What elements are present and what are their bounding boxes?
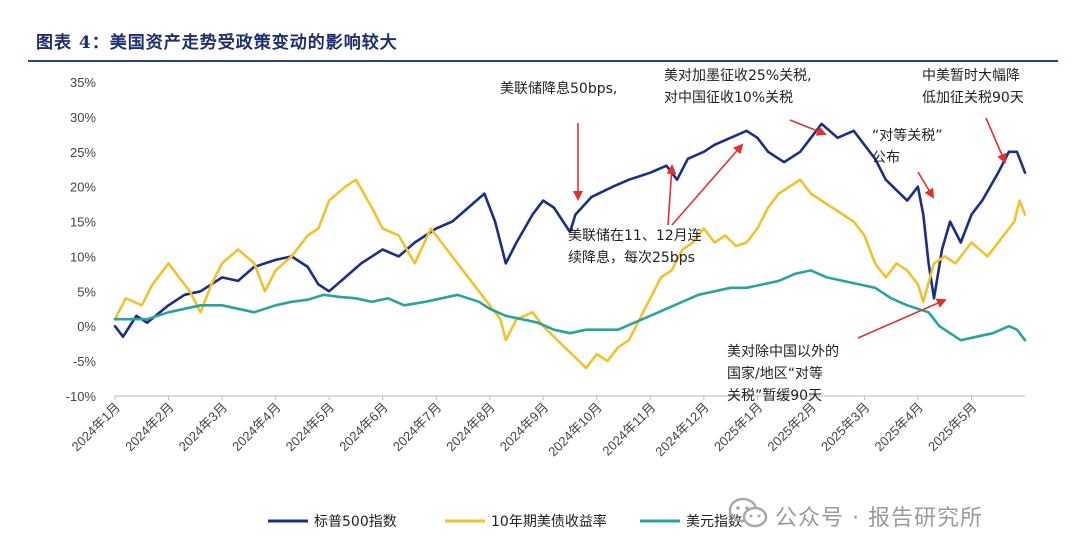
annotation-text: 对中国征收10%关税 — [664, 90, 793, 106]
annotation-text: 续降息，每次25bps — [568, 249, 695, 266]
annotation-arrow — [857, 298, 947, 339]
y-tick-label: 15% — [70, 215, 96, 230]
series-line-2 — [113, 269, 1027, 342]
x-tick-label: 2024年12月 — [652, 400, 712, 460]
annotation-text: 低加征关税90天 — [922, 90, 1024, 106]
annotation-text: 关税”暂缓90天 — [727, 388, 822, 404]
y-tick-label: 20% — [70, 180, 96, 195]
x-tick-label: 2024年6月 — [336, 400, 391, 455]
annotation-text: 中美暂时大幅降 — [922, 68, 1020, 84]
legend-label-2: 美元指数 — [686, 514, 742, 530]
x-tick-label: 2024年11月 — [599, 400, 658, 459]
x-tick-label: 2024年7月 — [390, 400, 445, 455]
legend-label-1: 10年期美债收益率 — [491, 513, 607, 530]
x-tick-label: 2024年9月 — [497, 400, 552, 455]
wechat-icon — [728, 497, 768, 528]
legend: 标普500指数 10年期美债收益率 美元指数 — [268, 513, 742, 530]
x-tick-label: 2024年10月 — [545, 400, 605, 460]
x-tick-label: 2025年4月 — [872, 400, 927, 455]
annotation-text: 国家/地区“对等 — [727, 365, 823, 382]
y-tick-label: 25% — [70, 145, 96, 160]
x-tick-label: 2024年3月 — [176, 400, 231, 455]
x-tick-label: 2024年5月 — [283, 400, 338, 455]
annotation-arrow — [985, 117, 1007, 164]
page-title: 图表 4：美国资产走势受政策变动的影响较大 — [36, 33, 398, 53]
series-line-0 — [113, 122, 1027, 338]
annotation-arrow — [917, 171, 935, 199]
y-tick-label: -10% — [66, 389, 97, 404]
y-axis: -10% -5% 0% 5% 10% 15% 20% 25% 30% 35% — [66, 75, 97, 404]
legend-label-0: 标普500指数 — [314, 514, 397, 530]
x-tick-label: 2025年5月 — [925, 400, 980, 455]
y-tick-label: 35% — [70, 75, 96, 90]
watermark: 公众号 · 报告研究所 — [775, 506, 983, 531]
y-tick-label: 5% — [77, 284, 96, 299]
annotation-text: 美联储降息50bps, — [500, 80, 617, 97]
x-tick-label: 2024年1月 — [69, 400, 124, 455]
annotation-arrow — [666, 164, 677, 226]
x-tick-label: 2025年3月 — [818, 400, 873, 455]
annotation-arrow — [671, 143, 744, 226]
x-tick-label: 2025年2月 — [764, 400, 819, 455]
y-tick-label: 10% — [70, 249, 96, 264]
y-tick-label: -5% — [73, 354, 97, 369]
annotation-text: 美联储在11、12月连 — [568, 228, 702, 244]
x-tick-label: 2024年8月 — [443, 400, 498, 455]
title-underline — [28, 60, 1058, 62]
series-line-1 — [113, 178, 1027, 370]
annotation-text: 公布 — [872, 150, 900, 166]
x-axis: 2024年1月2024年2月2024年3月2024年4月2024年5月2024年… — [69, 395, 1025, 460]
annotation-arrow — [789, 119, 827, 136]
annotation-text: 美对加墨征收25%关税, — [664, 68, 812, 84]
annotations: 美联储降息50bps, 美对加墨征收25%关税, 对中国征收10%关税 “对等关税” 公… — [500, 68, 1024, 404]
y-tick-label: 0% — [77, 319, 96, 334]
x-tick-label: 2024年4月 — [229, 400, 284, 455]
x-tick-label: 2025年1月 — [711, 400, 766, 455]
x-tick-label: 2024年2月 — [122, 400, 177, 455]
annotation-text: “对等关税” — [872, 127, 943, 144]
annotation-text: 美对除中国以外的 — [727, 344, 839, 360]
y-tick-label: 30% — [70, 110, 96, 125]
series-group — [113, 122, 1027, 370]
